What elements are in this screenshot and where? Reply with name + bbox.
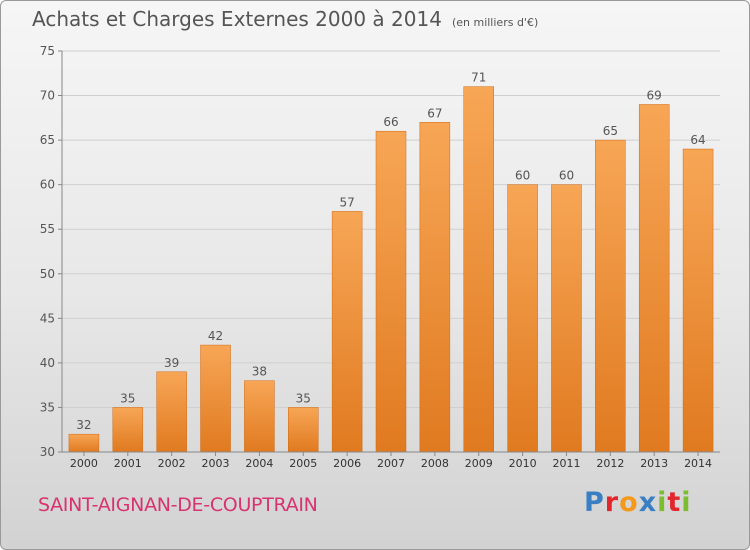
y-tick-label: 35: [40, 400, 55, 414]
value-label: 60: [515, 169, 530, 183]
y-tick-label: 75: [40, 44, 55, 58]
bar-2014: [682, 148, 714, 453]
y-tick-label: 40: [40, 356, 55, 370]
bar-2013: [638, 104, 670, 453]
logo-letter: o: [619, 487, 639, 518]
y-tick-label: 70: [40, 89, 55, 103]
commune-name: SAINT-AIGNAN-DE-COUPTRAIN: [38, 494, 318, 516]
bar-2003: [200, 344, 231, 453]
y-tick-label: 30: [40, 445, 55, 459]
bar-2002: [156, 371, 187, 453]
proxiti-logo: Proxiti: [584, 487, 692, 518]
value-label: 71: [471, 71, 486, 85]
y-tick-label: 60: [40, 178, 55, 192]
x-tick-label: 2009: [465, 457, 493, 470]
labels: 30 35 40 45 50 55 60 65 70 75 32 2000 35 2001 39 2002 42…: [40, 44, 712, 470]
bar-2005: [288, 407, 319, 453]
logo-letter: i: [657, 487, 668, 518]
logo-letter: P: [584, 487, 605, 518]
bar-2000: [68, 433, 100, 453]
value-label: 32: [76, 418, 91, 432]
bar-2011: [551, 184, 582, 453]
value-label: 69: [647, 88, 662, 102]
value-label: 42: [208, 329, 223, 343]
x-tick-label: 2005: [289, 457, 317, 470]
bar-2004: [244, 380, 275, 453]
chart-title-text: Achats et Charges Externes 2000 à 2014: [32, 7, 442, 31]
bar-2012: [595, 139, 626, 453]
y-tick-label: 50: [40, 267, 55, 281]
value-label: 35: [296, 391, 311, 405]
value-label: 39: [164, 356, 179, 370]
value-label: 38: [252, 365, 267, 379]
bar-2008: [419, 122, 451, 453]
bar-2009: [463, 86, 494, 453]
logo-letter: t: [667, 487, 682, 518]
logo-letter: i: [681, 487, 692, 518]
axes: [58, 50, 720, 456]
value-label: 60: [559, 169, 574, 183]
y-tick-label: 55: [40, 222, 55, 236]
bar-2001: [112, 407, 144, 453]
bar-2010: [507, 184, 538, 453]
x-tick-label: 2011: [552, 457, 580, 470]
bar-2007: [375, 130, 407, 453]
bar-2006: [331, 211, 363, 453]
x-tick-label: 2013: [640, 457, 668, 470]
value-label: 35: [120, 391, 135, 405]
x-tick-label: 2008: [421, 457, 449, 470]
y-tick-label: 45: [40, 311, 55, 325]
value-label: 67: [427, 106, 442, 120]
chart-subtitle: (en milliers d'€): [451, 16, 539, 29]
logo-letter: r: [604, 487, 620, 518]
value-label: 64: [690, 133, 705, 147]
x-tick-label: 2007: [377, 457, 405, 470]
x-tick-label: 2012: [596, 457, 624, 470]
x-tick-label: 2014: [684, 457, 712, 470]
value-label: 57: [339, 195, 354, 209]
x-tick-label: 2006: [333, 457, 361, 470]
x-tick-label: 2000: [70, 457, 98, 470]
value-label: 65: [603, 124, 618, 138]
x-tick-label: 2002: [158, 457, 186, 470]
x-tick-label: 2004: [245, 457, 273, 470]
x-tick-label: 2010: [509, 457, 537, 470]
x-tick-label: 2003: [202, 457, 230, 470]
chart-title: Achats et Charges Externes 2000 à 2014 (e…: [32, 7, 538, 31]
bars: [68, 86, 714, 453]
x-tick-label: 2001: [114, 457, 142, 470]
logo-letter: x: [638, 487, 658, 518]
y-tick-label: 65: [40, 133, 55, 147]
value-label: 66: [383, 115, 398, 129]
